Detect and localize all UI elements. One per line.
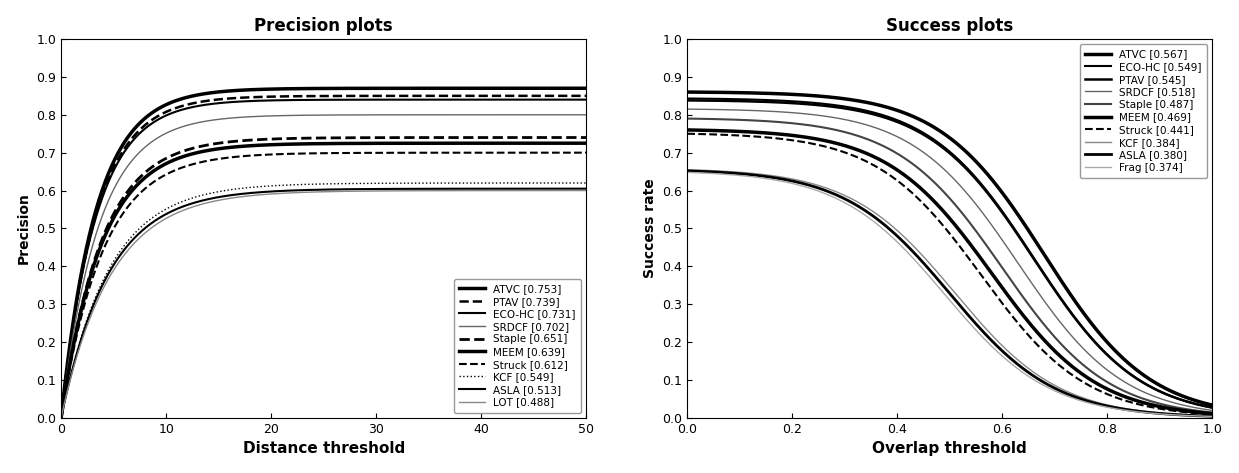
- Legend: ATVC [0.753], PTAV [0.739], ECO-HC [0.731], SRDCF [0.702], Staple [0.651], MEEM : ATVC [0.753], PTAV [0.739], ECO-HC [0.73…: [453, 279, 581, 413]
- Title: Precision plots: Precision plots: [254, 17, 393, 35]
- Title: Success plots: Success plots: [886, 17, 1014, 35]
- X-axis label: Overlap threshold: Overlap threshold: [872, 441, 1027, 456]
- X-axis label: Distance threshold: Distance threshold: [243, 441, 405, 456]
- Legend: ATVC [0.567], ECO-HC [0.549], PTAV [0.545], SRDCF [0.518], Staple [0.487], MEEM : ATVC [0.567], ECO-HC [0.549], PTAV [0.54…: [1080, 44, 1207, 178]
- Y-axis label: Precision: Precision: [16, 193, 31, 264]
- Y-axis label: Success rate: Success rate: [643, 179, 657, 278]
